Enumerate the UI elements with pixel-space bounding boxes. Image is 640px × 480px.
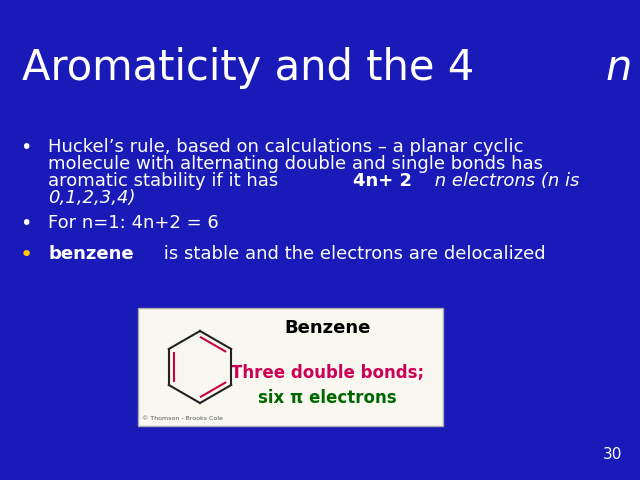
Text: •: • bbox=[20, 138, 31, 157]
Text: n: n bbox=[605, 47, 632, 89]
Text: For n=1: 4n+2 = 6: For n=1: 4n+2 = 6 bbox=[48, 214, 219, 232]
Text: Huckel’s rule, based on calculations – a planar cyclic: Huckel’s rule, based on calculations – a… bbox=[48, 138, 524, 156]
Text: is stable and the electrons are delocalized: is stable and the electrons are delocali… bbox=[159, 245, 546, 263]
Text: Three double bonds;: Three double bonds; bbox=[230, 364, 424, 382]
Text: aromatic stability if it has: aromatic stability if it has bbox=[48, 172, 284, 190]
FancyBboxPatch shape bbox=[138, 308, 443, 426]
Text: n electrons (n is: n electrons (n is bbox=[429, 172, 579, 190]
Text: molecule with alternating double and single bonds has: molecule with alternating double and sin… bbox=[48, 155, 543, 173]
Text: © Thomson - Brooks Cole: © Thomson - Brooks Cole bbox=[142, 416, 223, 421]
Text: benzene: benzene bbox=[48, 245, 134, 263]
Text: 4n+ 2: 4n+ 2 bbox=[353, 172, 412, 190]
Text: Benzene: Benzene bbox=[284, 319, 371, 337]
Text: six π electrons: six π electrons bbox=[258, 389, 396, 407]
Text: 0,1,2,3,4): 0,1,2,3,4) bbox=[48, 189, 136, 207]
Text: •: • bbox=[20, 214, 31, 233]
Text: •: • bbox=[20, 245, 33, 265]
Text: Aromaticity and the 4: Aromaticity and the 4 bbox=[22, 47, 474, 89]
Text: 30: 30 bbox=[603, 447, 622, 462]
